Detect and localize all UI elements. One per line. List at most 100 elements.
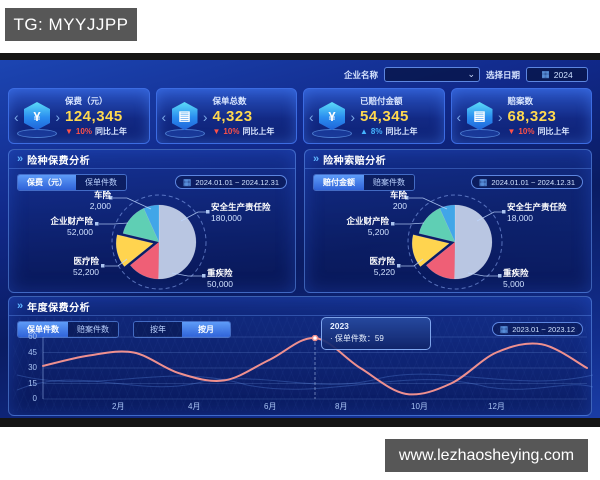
money-bag-icon: ‹ ¥ ›	[306, 92, 358, 140]
kpi-trend: ▲ 8% 同比上年	[360, 126, 440, 137]
tab-by-year[interactable]: 按年	[134, 321, 182, 337]
watermark-top: TG: MYYJJPP	[5, 8, 137, 41]
pie-svg	[95, 194, 210, 290]
kpi-value: 4,323	[212, 108, 253, 125]
kpi-text: 保费（元） 124,345 ▼ 10% 同比上年	[63, 95, 145, 137]
kpi-label: 已赔付金额	[360, 96, 403, 106]
annual-line-chart[interactable]: 60 45 30 15 0 2月 4月 6月 8月 10月 12月	[16, 332, 594, 415]
filter-bar: 企业名称 ⌄ 选择日期 ▦ 2024	[344, 67, 588, 82]
pie-label-safety: 安全生产责任险 180,000	[211, 202, 271, 224]
tab-group: 保费（元） 保单件数	[17, 173, 127, 191]
trend-percent: 8%	[370, 127, 383, 136]
pie-label-auto: 车险 2,000	[90, 190, 111, 212]
panel-title: 险种索赔分析	[323, 155, 387, 167]
tab-paid-amount[interactable]: 赔付金额	[314, 174, 364, 190]
panel-controls: 保单件数 赔案件数 按年 按月 ▦ 2023.01 ~ 2023.12	[17, 320, 583, 338]
premium-pie-chart[interactable]: 车险 2,000 企业财产险 52,000 医疗险 52,200 安全生产责任险…	[9, 190, 297, 294]
y-tick: 15	[28, 378, 37, 388]
tab-by-month[interactable]: 按月	[182, 321, 230, 337]
trend-arrow-icon: ▼	[212, 127, 221, 136]
kpi-text: 赔案数 68,323 ▼ 10% 同比上年	[506, 95, 588, 137]
kpi-label: 保单总数	[212, 96, 247, 106]
tab-claim-count[interactable]: 赔案件数	[364, 174, 414, 190]
bracket-right-icon: ›	[350, 109, 355, 125]
kpi-icon-glyph: ▤	[466, 102, 493, 130]
slice-name: 车险	[93, 190, 111, 200]
tab-premium-amount[interactable]: 保费（元）	[18, 174, 76, 190]
dashboard: 企业名称 ⌄ 选择日期 ▦ 2024 ‹ ¥ › 保费（元）	[0, 53, 600, 427]
pie-label-illness: 重疾险 50,000	[207, 268, 233, 290]
date-range-picker[interactable]: ▦ 2023.01 ~ 2023.12	[491, 322, 583, 336]
panel-controls: 赔付金额 赔案件数 ▦ 2024.01.01 ~ 2024.12.31	[313, 173, 583, 191]
period-tab-group: 按年 按月	[133, 320, 231, 338]
pie-label-medical: 医疗险 5,220	[369, 256, 395, 278]
claims-pie-chart[interactable]: 车险 200 企业财产险 5,200 医疗险 5,220 安全生产责任险 18,…	[305, 190, 593, 294]
y-tick: 0	[32, 394, 37, 403]
x-tick: 12月	[488, 402, 505, 411]
slice-value: 2,000	[89, 201, 111, 212]
kpi-text: 保单总数 4,323 ▼ 10% 同比上年	[211, 95, 293, 137]
trend-percent: 10%	[518, 127, 535, 136]
chevron-down-icon: ⌄	[467, 69, 475, 79]
trend-suffix: 同比上年	[94, 127, 127, 136]
slice-value: 18,000	[507, 213, 533, 224]
kpi-trend: ▼ 10% 同比上年	[508, 126, 588, 137]
bracket-right-icon: ›	[497, 109, 503, 125]
pie-connectors	[95, 196, 210, 278]
panel-header: » 年度保费分析	[9, 297, 591, 316]
pie-svg	[391, 194, 506, 290]
slice-value: 50,000	[207, 279, 233, 290]
panel-controls: 保费（元） 保单件数 ▦ 2024.01.01 ~ 2024.12.31	[17, 173, 287, 191]
kpi-card-policies: ‹ ▤ › 保单总数 4,323 ▼ 10% 同比上年	[155, 88, 297, 144]
trend-arrow-icon: ▲	[360, 127, 368, 136]
slice-name: 安全生产责任险	[507, 202, 567, 212]
panel-header: » 险种索赔分析	[305, 150, 591, 169]
panel-arrow-icon: »	[17, 152, 24, 165]
kpi-value: 124,345	[65, 108, 123, 125]
calendar-icon: ▦	[499, 323, 509, 334]
slice-name: 医疗险	[73, 256, 99, 266]
bracket-left-icon: ‹	[14, 109, 19, 125]
date-range-picker[interactable]: ▦ 2024.01.01 ~ 2024.12.31	[470, 175, 583, 189]
bracket-left-icon: ‹	[161, 109, 167, 125]
pie-label-medical: 医疗险 52,200	[73, 256, 99, 278]
bracket-left-icon: ‹	[456, 109, 462, 125]
y-tick: 45	[28, 347, 37, 357]
date-filter-label: 选择日期	[485, 69, 520, 80]
bracket-left-icon: ‹	[309, 109, 314, 125]
tab-claim-count[interactable]: 赔案件数	[68, 321, 118, 337]
trend-arrow-icon: ▼	[507, 127, 516, 136]
slice-value: 180,000	[211, 213, 242, 224]
icon-platform	[312, 129, 352, 138]
calendar-icon: ▦	[478, 176, 488, 187]
panel-annual-analysis: » 年度保费分析 保单件数 赔案件数 按年 按月 ▦ 2023.01 ~ 202…	[8, 296, 594, 416]
trend-suffix: 同比上年	[385, 127, 418, 136]
metric-tab-group: 保单件数 赔案件数	[17, 320, 119, 338]
policy-doc-icon: ‹ ▤ ›	[159, 92, 211, 140]
kpi-text: 已赔付金额 54,345 ▲ 8% 同比上年	[358, 95, 440, 137]
panel-premium-analysis: » 险种保费分析 保费（元） 保单件数 ▦ 2024.01.01 ~ 2024.…	[8, 149, 296, 293]
tab-policy-count[interactable]: 保单件数	[76, 174, 126, 190]
company-select[interactable]: ⌄	[383, 67, 480, 82]
pie-connectors	[391, 196, 506, 278]
pie-label-illness: 重疾险 5,000	[503, 268, 529, 290]
bracket-right-icon: ›	[55, 109, 60, 125]
slice-value: 5,000	[503, 279, 525, 290]
slice-name: 医疗险	[369, 256, 395, 266]
slice-value: 200	[392, 201, 407, 212]
calendar-icon: ▦	[182, 176, 192, 187]
date-range-picker[interactable]: ▦ 2024.01.01 ~ 2024.12.31	[174, 175, 287, 189]
kpi-row: ‹ ¥ › 保费（元） 124,345 ▼ 10% 同比上年	[8, 88, 592, 144]
kpi-trend: ▼ 10% 同比上年	[65, 126, 145, 137]
slice-name: 车险	[389, 190, 407, 200]
panel-title: 年度保费分析	[27, 302, 91, 314]
tooltip-title: 2023	[330, 321, 349, 331]
trend-suffix: 同比上年	[537, 127, 570, 136]
pie-label-property: 企业财产险 52,000	[50, 216, 93, 238]
tab-policy-count[interactable]: 保单件数	[18, 321, 68, 337]
y-tick: 30	[28, 363, 37, 372]
year-picker[interactable]: ▦ 2024	[526, 67, 588, 82]
x-tick: 4月	[188, 402, 201, 411]
tooltip-text: · 保单件数：59	[330, 334, 384, 343]
year-picker-value: 2024	[553, 69, 573, 80]
